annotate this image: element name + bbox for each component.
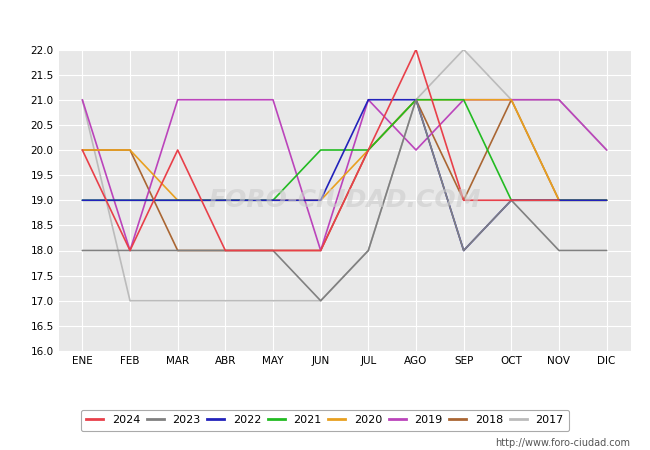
Text: FORO-CIUDAD.COM: FORO-CIUDAD.COM <box>208 188 481 212</box>
Legend: 2024, 2023, 2022, 2021, 2020, 2019, 2018, 2017: 2024, 2023, 2022, 2021, 2020, 2019, 2018… <box>81 410 569 431</box>
Text: http://www.foro-ciudad.com: http://www.foro-ciudad.com <box>495 438 630 448</box>
Text: Afiliados en Oncala a 30/11/2024: Afiliados en Oncala a 30/11/2024 <box>187 11 463 29</box>
